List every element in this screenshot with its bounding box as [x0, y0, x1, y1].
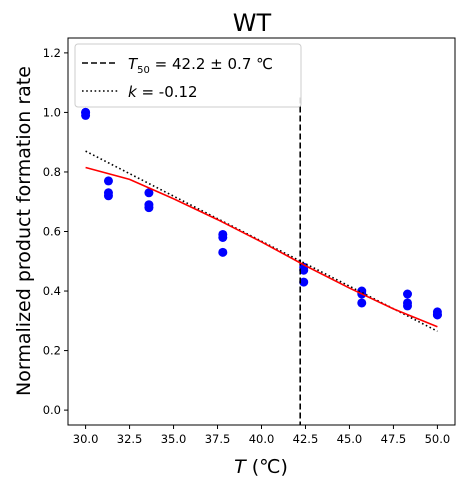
x-axis-ticks: 30.0 32.5 35.0 37.5 40.0 42.5 45.0 47.5 50.0: [73, 425, 450, 446]
y-tick-label: 0.8: [43, 165, 61, 179]
data-point: [403, 289, 413, 299]
legend-slope-label: k = -0.12: [128, 83, 198, 101]
x-tick-label: 37.5: [205, 432, 231, 446]
chart-title: WT: [233, 9, 272, 37]
data-point: [432, 310, 442, 320]
y-tick-label: 1.0: [43, 105, 61, 119]
x-axis-title-unit: (℃): [246, 456, 288, 478]
fit-curve: [85, 166, 438, 328]
y-tick-label: 0.2: [43, 344, 61, 358]
x-tick-label: 40.0: [249, 432, 275, 446]
data-point: [144, 203, 154, 213]
legend: T50 = 42.2 ± 0.7 ℃ k = -0.12: [74, 43, 302, 108]
x-axis-title-symbol: T: [234, 456, 247, 478]
x-tick-label: 50.0: [425, 432, 451, 446]
legend-vline-subscript: 50: [137, 65, 150, 76]
data-point: [299, 277, 309, 287]
y-tick-label: 0.0: [43, 403, 61, 417]
legend-vline-label: T50 = 42.2 ± 0.7 ℃: [128, 55, 273, 76]
data-point: [218, 232, 228, 242]
data-point: [403, 301, 413, 311]
data-point: [103, 191, 113, 201]
y-axis-title: Normalized product formation rate: [13, 66, 35, 396]
y-tick-label: 0.4: [43, 284, 61, 298]
series-layer: [81, 97, 442, 425]
x-tick-label: 47.5: [381, 432, 407, 446]
x-axis-title: T (℃): [234, 456, 288, 478]
data-point: [357, 298, 367, 308]
y-axis-ticks: 0.0 0.2 0.4 0.6 0.8 1.0 1.2: [43, 46, 68, 417]
data-point: [218, 247, 228, 257]
data-point: [81, 110, 91, 120]
x-tick-label: 35.0: [161, 432, 187, 446]
y-tick-label: 1.2: [43, 46, 61, 60]
x-tick-label: 30.0: [73, 432, 99, 446]
legend-slope-value: = -0.12: [137, 83, 198, 101]
legend-slope-symbol: k: [128, 83, 138, 101]
data-point: [299, 265, 309, 275]
legend-box: [74, 43, 302, 108]
x-tick-label: 32.5: [117, 432, 143, 446]
y-tick-label: 0.6: [43, 225, 61, 239]
x-tick-label: 42.5: [293, 432, 319, 446]
legend-vline-value: = 42.2 ± 0.7 ℃: [150, 55, 273, 73]
plot-area: 30.0 32.5 35.0 37.5 40.0 42.5 45.0 47.5 50.0 0.0…: [43, 37, 456, 446]
data-point: [144, 188, 154, 198]
legend-vline-symbol: T: [128, 55, 139, 73]
x-tick-label: 45.0: [337, 432, 363, 446]
data-point: [103, 176, 113, 186]
